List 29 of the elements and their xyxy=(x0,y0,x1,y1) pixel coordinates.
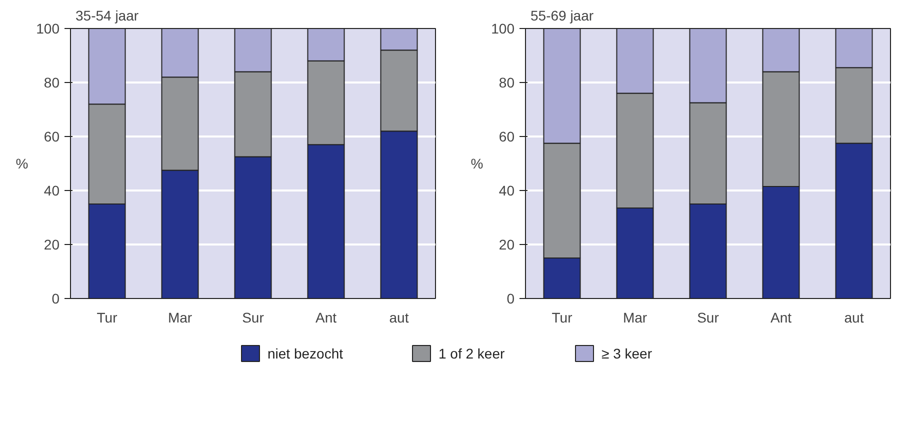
y-tick-label: 100 xyxy=(36,20,60,36)
legend-label: 1 of 2 keer xyxy=(438,346,505,362)
y-tick-label: 60 xyxy=(498,128,515,144)
legend-label: ≥ 3 keer xyxy=(602,346,652,362)
x-tick-label: Sur xyxy=(697,310,720,326)
x-tick-label: aut xyxy=(844,310,864,326)
y-axis-title: % xyxy=(470,156,484,172)
x-tick-label: Tur xyxy=(96,310,118,326)
y-tick-label: 0 xyxy=(52,290,60,306)
y-tick-label: 80 xyxy=(498,74,515,90)
y-tick-label: 100 xyxy=(491,20,515,36)
x-tick-label: Ant xyxy=(770,310,792,326)
x-tick-label: aut xyxy=(389,310,409,326)
x-tick-label: Mar xyxy=(622,310,648,326)
chart-title: 55-69 jaar xyxy=(530,8,594,24)
legend-label: niet bezocht xyxy=(268,346,344,362)
y-tick-label: 60 xyxy=(44,128,60,144)
y-tick-label: 40 xyxy=(498,182,515,198)
x-tick-label: Sur xyxy=(242,310,264,326)
y-tick-label: 80 xyxy=(44,74,60,90)
x-tick-label: Ant xyxy=(315,310,337,326)
y-tick-label: 0 xyxy=(506,290,515,306)
x-tick-label: Tur xyxy=(552,310,573,326)
chart-title: 35-54 jaar xyxy=(76,8,139,24)
y-tick-label: 20 xyxy=(44,236,60,252)
y-tick-label: 20 xyxy=(498,236,515,252)
y-axis-title: % xyxy=(16,156,28,172)
y-tick-label: 40 xyxy=(44,182,60,198)
x-tick-label: Mar xyxy=(168,310,192,326)
